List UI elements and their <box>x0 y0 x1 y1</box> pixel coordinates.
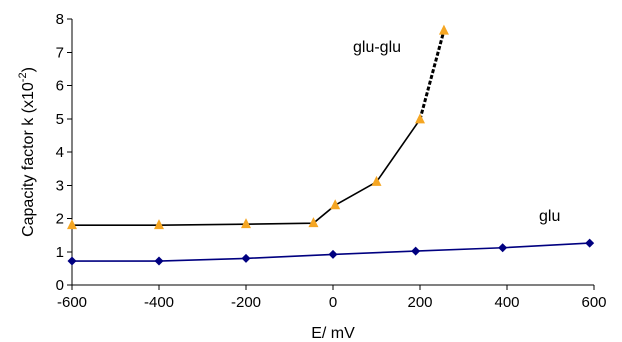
y-axis-label: Capacity factor k (x10-2) <box>17 67 37 237</box>
y-axis-label-exponent: -2 <box>17 72 29 82</box>
y-tick-label: 3 <box>56 177 64 194</box>
x-tick-label: -200 <box>231 294 261 311</box>
y-axis: 0 1 2 3 4 5 6 7 8 <box>56 11 73 294</box>
x-tick-label: -600 <box>57 294 87 311</box>
series-glu-glu <box>67 24 449 230</box>
y-axis-label-main: Capacity factor k (x10 <box>20 82 37 237</box>
y-tick-label: 1 <box>56 244 64 261</box>
x-tick-label: 0 <box>329 294 337 311</box>
y-tick-label: 5 <box>56 111 64 128</box>
series-layer <box>67 24 595 266</box>
series-line-glu <box>72 242 590 262</box>
y-tick-label: 7 <box>56 44 64 61</box>
y-tick-label: 6 <box>56 78 64 95</box>
data-point-glu <box>411 246 421 256</box>
data-point-glu-glu <box>330 199 341 210</box>
data-point-glu <box>67 256 77 266</box>
data-point-glu-glu <box>371 175 382 186</box>
series-line-dashed-glu-glu <box>418 30 446 120</box>
series-label-glu-glu: glu-glu <box>353 39 401 56</box>
data-point-glu <box>154 256 164 266</box>
x-tick-label: 200 <box>407 294 432 311</box>
y-tick-label: 8 <box>56 11 64 28</box>
series-line-glu-glu <box>72 118 421 226</box>
data-point-glu-glu <box>241 218 251 229</box>
x-axis: -600 -400 -200 0 200 400 600 <box>57 284 607 311</box>
y-tick-label: 4 <box>56 144 64 161</box>
data-point-glu <box>585 238 595 248</box>
y-tick-label: 0 <box>56 277 64 294</box>
x-axis-label: E/ mV <box>311 325 355 342</box>
y-axis-label-close: ) <box>20 67 37 72</box>
x-tick-label: -400 <box>144 294 174 311</box>
data-point-glu-glu <box>438 24 449 35</box>
x-tick-label: 400 <box>494 294 519 311</box>
data-point-glu <box>241 253 251 263</box>
y-tick-label: 2 <box>56 211 64 228</box>
data-point-glu-glu <box>67 219 77 230</box>
series-glu <box>67 238 595 266</box>
x-tick-label: 600 <box>581 294 606 311</box>
data-point-glu <box>328 249 338 259</box>
series-label-glu: glu <box>539 208 560 225</box>
y-ticks: 0 1 2 3 4 5 6 7 8 <box>56 11 72 294</box>
data-point-glu-glu <box>308 217 319 228</box>
data-point-glu-glu <box>154 219 164 230</box>
x-ticks: -600 -400 -200 0 200 400 600 <box>57 285 607 311</box>
data-point-glu <box>498 243 508 253</box>
data-point-glu-glu <box>415 113 425 124</box>
